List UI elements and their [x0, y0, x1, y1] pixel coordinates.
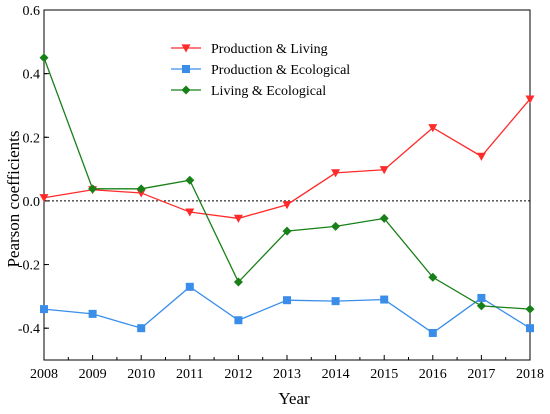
data-point: [525, 95, 535, 104]
data-point: [88, 184, 98, 194]
y-ticks: -0.4 -0.2 0.0 0.2 0.4 0.6: [18, 4, 49, 337]
data-point: [331, 169, 341, 178]
data-point: [379, 166, 389, 175]
data-point: [185, 208, 195, 217]
legend-marker: [181, 85, 191, 95]
data-point: [477, 293, 486, 302]
data-point: [476, 301, 486, 311]
series-layer: [39, 53, 535, 337]
data-point: [331, 297, 340, 306]
data-point: [525, 304, 535, 314]
x-tick-label: 2015: [370, 367, 398, 382]
y-tick-label: 0.6: [23, 4, 41, 19]
data-point: [233, 214, 243, 223]
data-point: [282, 201, 292, 210]
data-point: [88, 309, 97, 318]
x-tick-label: 2018: [516, 367, 544, 382]
y-tick-label: 0.4: [23, 68, 41, 83]
legend: Production & Living Production & Ecologic…: [171, 42, 350, 99]
x-ticks: 2008 2009 2010 2011 2012 2013 2014 2015 2016 2017…: [30, 355, 544, 382]
data-point: [380, 295, 389, 304]
x-tick-label: 2010: [127, 367, 155, 382]
data-point: [136, 184, 146, 194]
data-point: [379, 213, 389, 223]
data-point: [39, 194, 49, 203]
legend-marker: [182, 65, 190, 73]
series-2: [40, 282, 534, 337]
x-tick-label: 2008: [30, 367, 58, 382]
data-point: [234, 316, 243, 325]
series-line: [43, 286, 531, 334]
data-point: [476, 152, 486, 161]
x-tick-label: 2011: [176, 367, 203, 382]
data-point: [428, 328, 437, 337]
x-tick-label: 2017: [467, 367, 495, 382]
legend-label: Production & Living: [211, 42, 328, 57]
series-3: [39, 53, 535, 314]
y-tick-label: 0.2: [23, 131, 41, 146]
data-point: [331, 221, 341, 231]
data-point: [137, 324, 146, 333]
data-point: [428, 124, 438, 133]
legend-item: Production & Ecological: [171, 63, 350, 78]
data-point: [428, 272, 438, 282]
legend-label: Living & Ecological: [211, 84, 326, 99]
x-axis-title: Year: [278, 389, 310, 408]
x-tick-label: 2016: [419, 367, 447, 382]
legend-marker: [181, 44, 191, 53]
data-point: [526, 324, 534, 333]
x-tick-label: 2012: [224, 367, 252, 382]
x-tick-label: 2013: [273, 367, 301, 382]
data-point: [233, 277, 243, 287]
y-tick-label: -0.4: [18, 322, 40, 337]
series-1: [39, 95, 535, 223]
data-point: [40, 305, 48, 314]
x-tick-label: 2009: [79, 367, 107, 382]
y-tick-label: -0.2: [18, 259, 40, 274]
data-point: [39, 53, 49, 63]
legend-item: Living & Ecological: [171, 84, 326, 99]
legend-label: Production & Ecological: [211, 63, 350, 78]
data-point: [136, 189, 146, 198]
data-point: [282, 226, 292, 236]
data-point: [185, 282, 194, 291]
data-point: [283, 296, 291, 305]
y-tick-label: 0.0: [23, 195, 41, 210]
data-point: [185, 175, 195, 185]
x-tick-label: 2014: [322, 367, 350, 382]
y-axis-title: Pearson coefficients: [4, 130, 23, 267]
legend-item: Production & Living: [171, 42, 328, 57]
